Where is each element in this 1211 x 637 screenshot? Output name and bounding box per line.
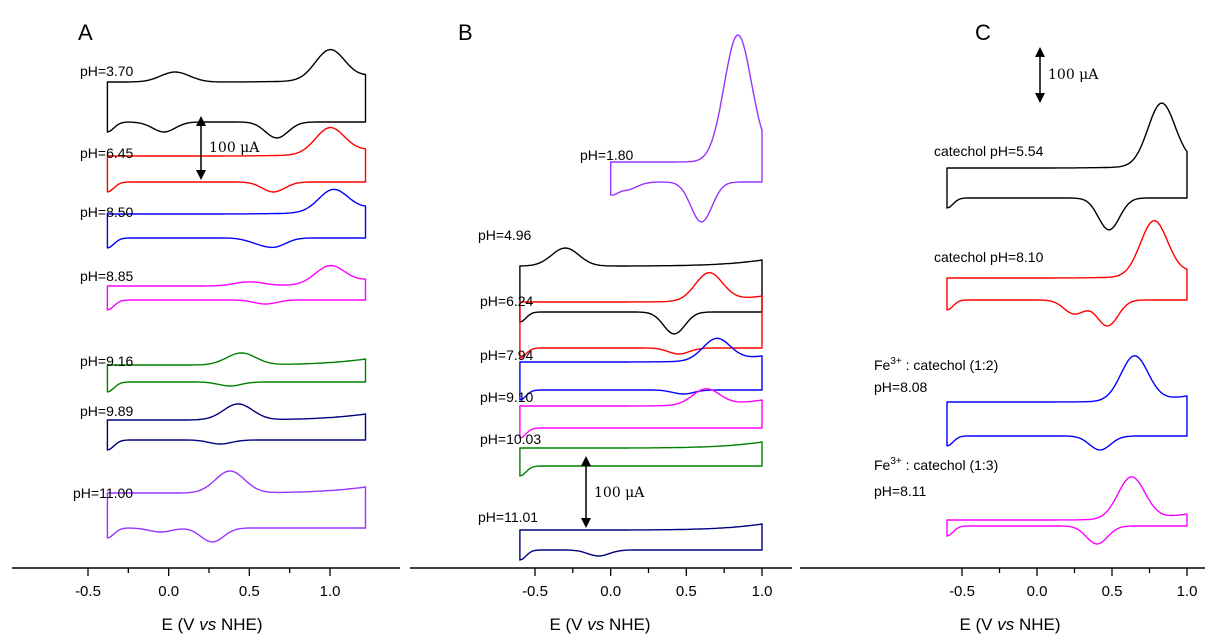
arrow-down-icon [1035, 93, 1045, 103]
arrow-up-icon [1035, 47, 1045, 57]
cv-trace [519, 337, 763, 401]
trace-label: pH=9.16 [80, 353, 134, 369]
cv-trace [106, 264, 367, 311]
tick-label: 1.0 [320, 583, 341, 600]
arrow-down-icon [196, 170, 206, 180]
trace-labels-b: pH=1.80 pH=4.96 pH=6.24 pH=7.94 pH=9.10 … [478, 147, 634, 525]
trace-label: pH=9.89 [80, 403, 134, 419]
cv-trace [946, 219, 1188, 327]
trace-label: pH=11.00 [73, 485, 133, 501]
cv-trace [519, 388, 763, 439]
trace-label: pH=4.96 [478, 227, 532, 243]
trace-label: pH=9.10 [480, 389, 534, 405]
cv-trace [610, 34, 763, 223]
trace-label: pH=1.80 [580, 147, 634, 163]
trace-label: pH=8.85 [80, 268, 134, 284]
tick-label: -0.5 [522, 583, 548, 600]
arrow-up-icon [581, 456, 591, 466]
tick-label: 0.5 [1102, 583, 1123, 600]
trace-labels-a: pH=3.70 pH=6.45 pH=8.50 pH=8.85 pH=9.16 … [73, 63, 134, 501]
scale-bar-c: 100 μA [1035, 47, 1099, 103]
cv-trace [946, 355, 1188, 451]
x-tick-labels-a: -0.5 0.0 0.5 1.0 [75, 583, 340, 600]
trace-labels-c: catechol pH=5.54 catechol pH=8.10 Fe3+ :… [874, 143, 1044, 499]
traces-c [946, 102, 1188, 545]
x-tick-labels-b: -0.5 0.0 0.5 1.0 [522, 583, 772, 600]
scale-bar-b: 100 μA [581, 456, 645, 528]
x-ticks-c [961, 568, 1188, 576]
tick-label: 0.5 [239, 583, 260, 600]
traces-b [519, 34, 763, 561]
tick-label: 1.0 [1177, 583, 1198, 600]
x-axis-title-b: E (V vs NHE) [549, 615, 650, 634]
scale-bar-a: 100 μA [196, 116, 260, 180]
cv-trace [519, 247, 763, 335]
cv-trace [519, 523, 763, 561]
trace-label: catechol pH=5.54 [934, 143, 1044, 159]
tick-label: 1.0 [752, 583, 773, 600]
trace-label: pH=8.08 [874, 379, 928, 395]
trace-label: pH=6.45 [80, 145, 134, 161]
panel-a: A -0.5 0.0 0.5 1.0 E (V vs NHE) pH=3.70 … [12, 20, 400, 634]
x-ticks-a [87, 568, 331, 576]
panel-c: C -0.5 0.0 0.5 1.0 E (V vs NHE) catechol… [800, 20, 1205, 634]
panel-letter-c: C [975, 20, 991, 45]
trace-label: pH=8.50 [80, 204, 134, 220]
tick-label: -0.5 [75, 583, 101, 600]
panel-letter-a: A [78, 20, 93, 45]
x-axis-title-a: E (V vs NHE) [161, 615, 262, 634]
tick-label: 0.0 [158, 583, 179, 600]
cv-trace [106, 470, 367, 543]
cv-trace [946, 476, 1188, 545]
trace-label: pH=6.24 [480, 293, 534, 309]
trace-label: pH=8.11 [874, 483, 926, 499]
cv-trace [106, 48, 367, 139]
x-tick-labels-c: -0.5 0.0 0.5 1.0 [949, 583, 1197, 600]
cv-trace [519, 272, 763, 359]
panel-b: B -0.5 0.0 0.5 1.0 E (V vs NHE) pH=1.80 … [410, 20, 792, 634]
cv-trace [519, 441, 763, 477]
trace-label: pH=10.03 [480, 431, 541, 447]
trace-label: pH=11.01 [478, 509, 538, 525]
cv-trace [106, 126, 367, 193]
cv-trace [106, 352, 367, 393]
trace-label: catechol pH=8.10 [934, 249, 1044, 265]
trace-label: pH=7.94 [480, 347, 534, 363]
arrow-down-icon [581, 518, 591, 528]
cv-trace [946, 102, 1188, 231]
scale-bar-label: 100 μA [1048, 67, 1099, 83]
scale-bar-label: 100 μA [209, 140, 260, 156]
cv-trace [106, 188, 367, 249]
trace-label: pH=3.70 [80, 63, 134, 79]
tick-label: -0.5 [949, 583, 975, 600]
trace-label: Fe3+ : catechol (1:3) [874, 456, 998, 473]
tick-label: 0.0 [600, 583, 621, 600]
traces-a [106, 48, 367, 543]
trace-label: Fe3+ : catechol (1:2) [874, 356, 998, 373]
tick-label: 0.0 [1027, 583, 1048, 600]
arrow-up-icon [196, 116, 206, 126]
scale-bar-label: 100 μA [594, 485, 645, 501]
x-axis-title-c: E (V vs NHE) [959, 615, 1060, 634]
x-ticks-b [534, 568, 763, 576]
panel-letter-b: B [458, 20, 473, 45]
tick-label: 0.5 [676, 583, 697, 600]
cv-trace [106, 403, 367, 451]
